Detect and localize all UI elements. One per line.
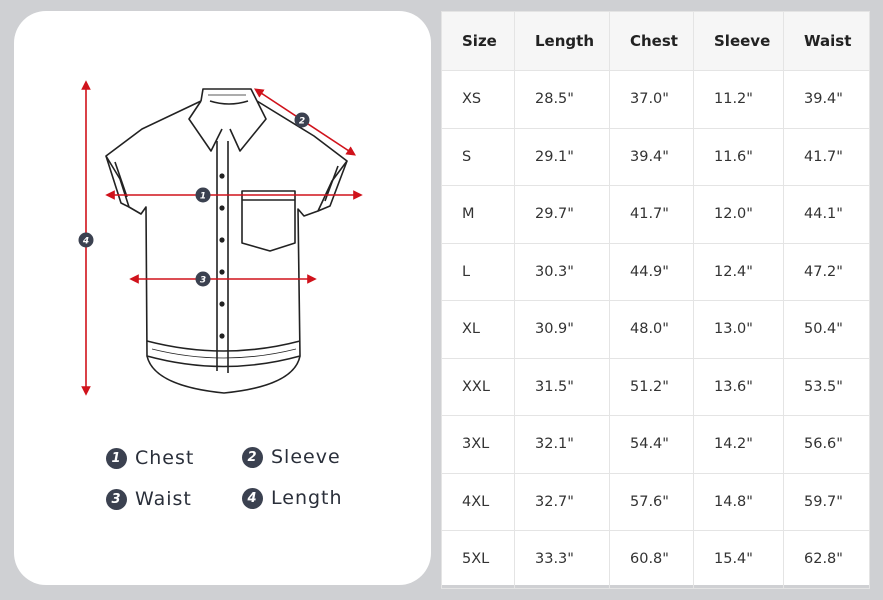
- cell-sleeve: 13.6": [693, 357, 784, 416]
- chest-number-icon: 1: [106, 447, 127, 469]
- cell-size: 4XL: [441, 472, 515, 531]
- cell-chest: 39.4": [609, 127, 694, 186]
- cell-chest: 48.0": [609, 300, 694, 359]
- length-number-icon: 4: [242, 487, 263, 509]
- cell-length: 30.3": [514, 242, 610, 301]
- cell-size: XXL: [441, 357, 515, 416]
- cell-waist: 59.7": [783, 472, 870, 531]
- table-header-row: Size Length Chest Sleeve Waist: [441, 11, 870, 71]
- cell-length: 29.1": [514, 127, 610, 186]
- cell-waist: 44.1": [783, 185, 870, 244]
- cell-waist: 47.2": [783, 242, 870, 301]
- chest-marker: 1: [195, 187, 211, 203]
- svg-text:4: 4: [82, 237, 89, 247]
- length-marker: 4: [78, 232, 94, 248]
- svg-text:3: 3: [200, 276, 206, 286]
- table-body: XS 28.5" 37.0" 11.2" 39.4" S 29.1" 39.4" 11.6" 41…: [441, 70, 870, 589]
- header-size: Size: [441, 11, 515, 71]
- cell-sleeve: 13.0": [693, 300, 784, 359]
- sleeve-number-icon: 2: [242, 446, 263, 468]
- legend-item-waist: 3 Waist: [106, 488, 192, 510]
- table-row: S 29.1" 39.4" 11.6" 41.7": [441, 127, 870, 186]
- shirt-outline: [105, 88, 348, 394]
- cell-waist: 41.7": [783, 127, 870, 186]
- cell-length: 28.5": [514, 70, 610, 129]
- cell-chest: 44.9": [609, 242, 694, 301]
- cell-size: XL: [441, 300, 515, 359]
- header-waist: Waist: [783, 11, 870, 71]
- header-chest: Chest: [609, 11, 694, 71]
- legend-item-chest: 1 Chest: [106, 447, 194, 469]
- svg-text:1: 1: [200, 192, 206, 202]
- cell-chest: 57.6": [609, 472, 694, 531]
- cell-sleeve: 15.4": [693, 530, 784, 589]
- table-row: XS 28.5" 37.0" 11.2" 39.4": [441, 70, 870, 129]
- cell-size: XS: [441, 70, 515, 129]
- cell-chest: 37.0": [609, 70, 694, 129]
- cell-sleeve: 12.4": [693, 242, 784, 301]
- svg-text:2: 2: [299, 117, 305, 127]
- size-chart-table: Size Length Chest Sleeve Waist XS 28.5" 37…: [441, 11, 870, 589]
- cell-length: 29.7": [514, 185, 610, 244]
- header-sleeve: Sleeve: [693, 11, 784, 71]
- header-length: Length: [514, 11, 610, 71]
- shirt-buttons: [219, 173, 225, 339]
- cell-waist: 53.5": [783, 357, 870, 416]
- cell-waist: 62.8": [783, 530, 870, 589]
- cell-length: 30.9": [514, 300, 610, 359]
- cell-chest: 41.7": [609, 185, 694, 244]
- cell-size: M: [441, 185, 515, 244]
- table-row: XXL 31.5" 51.2" 13.6" 53.5": [441, 357, 870, 416]
- cell-sleeve: 12.0": [693, 185, 784, 244]
- legend-label: Sleeve: [271, 446, 341, 468]
- cell-sleeve: 14.2": [693, 415, 784, 474]
- legend-label: Length: [271, 487, 343, 509]
- waist-number-icon: 3: [106, 488, 127, 510]
- legend-item-length: 4 Length: [242, 487, 343, 509]
- cell-chest: 60.8": [609, 530, 694, 589]
- cell-chest: 51.2": [609, 357, 694, 416]
- shirt-diagram: 1 2 3 4: [78, 80, 363, 396]
- table-row: L 30.3" 44.9" 12.4" 47.2": [441, 242, 870, 301]
- cell-length: 32.7": [514, 472, 610, 531]
- legend-label: Waist: [135, 488, 192, 510]
- table-row: 4XL 32.7" 57.6" 14.8" 59.7": [441, 472, 870, 531]
- cell-size: 5XL: [441, 530, 515, 589]
- cell-waist: 39.4": [783, 70, 870, 129]
- cell-size: 3XL: [441, 415, 515, 474]
- sleeve-marker: 2: [294, 112, 310, 128]
- cell-sleeve: 14.8": [693, 472, 784, 531]
- table-row: XL 30.9" 48.0" 13.0" 50.4": [441, 300, 870, 359]
- table-row: 3XL 32.1" 54.4" 14.2" 56.6": [441, 415, 870, 474]
- legend-item-sleeve: 2 Sleeve: [242, 446, 341, 468]
- size-chart-table-container: Size Length Chest Sleeve Waist XS 28.5" 37…: [441, 11, 870, 589]
- cell-size: S: [441, 127, 515, 186]
- size-diagram-card: 1 2 3 4 1 Chest 2 Sleeve 3: [14, 11, 431, 585]
- table-row: M 29.7" 41.7" 12.0" 44.1": [441, 185, 870, 244]
- waist-marker: 3: [195, 271, 211, 287]
- cell-waist: 56.6": [783, 415, 870, 474]
- cell-length: 33.3": [514, 530, 610, 589]
- cell-waist: 50.4": [783, 300, 870, 359]
- legend-label: Chest: [135, 447, 195, 469]
- cell-chest: 54.4": [609, 415, 694, 474]
- cell-sleeve: 11.2": [693, 70, 784, 129]
- cell-length: 31.5": [514, 357, 610, 416]
- cell-size: L: [441, 242, 515, 301]
- table-row: 5XL 33.3" 60.8" 15.4" 62.8": [441, 530, 870, 589]
- cell-length: 32.1": [514, 415, 610, 474]
- cell-sleeve: 11.6": [693, 127, 784, 186]
